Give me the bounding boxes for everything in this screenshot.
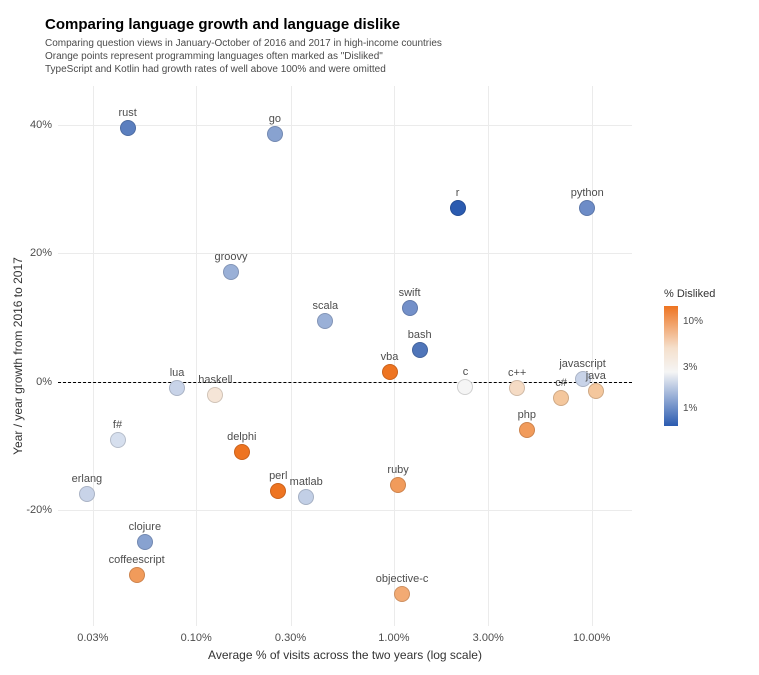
- gridline-h: [58, 125, 632, 126]
- legend: % Disliked 10%3%1%: [664, 288, 715, 426]
- point-lua: [169, 380, 185, 396]
- gridline-v: [93, 86, 94, 626]
- point-label: bash: [408, 329, 432, 341]
- point-label: python: [571, 187, 604, 199]
- point-go: [267, 126, 283, 142]
- point-label: vba: [381, 351, 399, 363]
- y-tick-label: 0%: [24, 376, 52, 388]
- x-tick-label: 0.30%: [275, 632, 306, 644]
- point-label: clojure: [129, 521, 161, 533]
- legend-tick: 10%: [683, 316, 703, 327]
- point-perl: [270, 483, 286, 499]
- point-objective-c: [394, 586, 410, 602]
- point-label: php: [518, 409, 536, 421]
- point-label: rust: [118, 107, 136, 119]
- x-axis-label: Average % of visits across the two years…: [208, 648, 482, 662]
- chart-subtitles: Comparing question views in January-Octo…: [45, 37, 442, 76]
- point-c: [457, 379, 473, 395]
- point-clojure: [137, 534, 153, 550]
- point-java: [588, 383, 604, 399]
- point-rust: [120, 120, 136, 136]
- gridline-v: [196, 86, 197, 626]
- point-f-: [110, 432, 126, 448]
- point-haskell: [207, 387, 223, 403]
- y-tick-label: 40%: [24, 119, 52, 131]
- point-groovy: [223, 264, 239, 280]
- gridline-v: [592, 86, 593, 626]
- legend-colorbar: 10%3%1%: [664, 306, 678, 426]
- gridline-v: [488, 86, 489, 626]
- point-label: matlab: [290, 476, 323, 488]
- x-tick-label: 3.00%: [473, 632, 504, 644]
- point-label: haskell: [198, 374, 232, 386]
- point-swift: [402, 300, 418, 316]
- point-label: groovy: [215, 251, 248, 263]
- point-label: c: [463, 366, 469, 378]
- point-label: coffeescript: [109, 554, 165, 566]
- point-bash: [412, 342, 428, 358]
- point-label: perl: [269, 470, 287, 482]
- zero-line: [58, 382, 632, 383]
- point-delphi: [234, 444, 250, 460]
- point-php: [519, 422, 535, 438]
- legend-tick: 3%: [683, 362, 697, 373]
- point-c-: [509, 380, 525, 396]
- point-label: scala: [313, 300, 339, 312]
- point-label: go: [269, 113, 281, 125]
- point-coffeescript: [129, 567, 145, 583]
- y-axis-label: Year / year growth from 2016 to 2017: [11, 257, 25, 455]
- point-label: swift: [399, 287, 421, 299]
- point-erlang: [79, 486, 95, 502]
- point-label: lua: [170, 367, 185, 379]
- x-tick-label: 0.03%: [77, 632, 108, 644]
- x-tick-label: 0.10%: [181, 632, 212, 644]
- chart-subtitle: Comparing question views in January-Octo…: [45, 37, 442, 50]
- point-r: [450, 200, 466, 216]
- point-matlab: [298, 489, 314, 505]
- gridline-h: [58, 253, 632, 254]
- point-label: java: [586, 370, 606, 382]
- point-c-: [553, 390, 569, 406]
- point-label: c#: [555, 377, 567, 389]
- point-label: objective-c: [376, 573, 429, 585]
- y-tick-label: -20%: [24, 504, 52, 516]
- point-label: f#: [113, 419, 122, 431]
- point-label: c++: [508, 367, 526, 379]
- legend-title: % Disliked: [664, 288, 715, 300]
- plot-area: rust go r python groovy swift scala bashvba java…: [58, 86, 632, 626]
- point-ruby: [390, 477, 406, 493]
- gridline-h: [58, 510, 632, 511]
- x-tick-label: 10.00%: [573, 632, 610, 644]
- point-label: javascript: [559, 358, 605, 370]
- gridline-v: [291, 86, 292, 626]
- point-vba: [382, 364, 398, 380]
- point-label: erlang: [72, 473, 103, 485]
- point-label: delphi: [227, 431, 256, 443]
- chart-subtitle: Orange points represent programming lang…: [45, 50, 442, 63]
- chart-title: Comparing language growth and language d…: [45, 16, 442, 33]
- y-tick-label: 20%: [24, 247, 52, 259]
- title-block: Comparing language growth and language d…: [45, 16, 442, 76]
- x-tick-label: 1.00%: [378, 632, 409, 644]
- point-label: ruby: [387, 464, 408, 476]
- point-label: r: [456, 187, 460, 199]
- chart-subtitle: TypeScript and Kotlin had growth rates o…: [45, 63, 442, 76]
- point-scala: [317, 313, 333, 329]
- point-python: [579, 200, 595, 216]
- legend-tick: 1%: [683, 403, 697, 414]
